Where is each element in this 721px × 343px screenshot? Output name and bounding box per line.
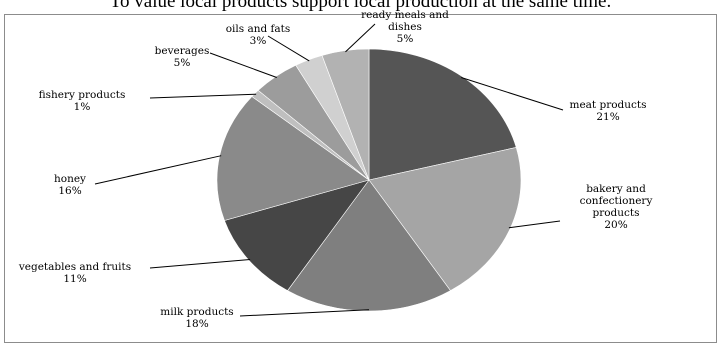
slice-percent-label: 11% — [63, 273, 86, 285]
slice-category-label: dishes — [388, 21, 422, 33]
slice-percent-label: 1% — [74, 101, 91, 113]
pie-slice-milk-products — [287, 179, 451, 312]
leader-line — [508, 220, 561, 229]
slice-category-label: fishery products — [39, 89, 126, 101]
leader-line — [345, 23, 376, 53]
leader-line — [149, 258, 251, 269]
slice-category-label: vegetables and fruits — [18, 261, 131, 273]
slice-percent-label: 5% — [397, 33, 414, 45]
slice-percent-label: 16% — [58, 185, 81, 197]
slice-percent-label: 21% — [596, 111, 619, 123]
slice-category-label: meat products — [569, 99, 646, 111]
slice-category-label: products — [592, 207, 639, 219]
slice-percent-label: 3% — [250, 35, 267, 47]
leader-line — [149, 93, 257, 99]
pie-slice-bakery-and-confectionery-products — [368, 147, 522, 291]
slice-category-label: bakery and — [586, 183, 646, 195]
slice-category-label: confectionery — [580, 195, 653, 207]
leader-line — [94, 155, 222, 185]
figure-caption: To value local products support local pr… — [109, 0, 612, 12]
slice-category-label: honey — [54, 173, 86, 185]
slice-percent-label: 18% — [185, 318, 208, 330]
leader-line — [461, 77, 564, 111]
leader-line — [209, 52, 277, 78]
pie-slice-ready-meals-and-dishes — [321, 48, 370, 181]
pie-slice-meat-products — [368, 48, 517, 181]
slice-category-label: beverages — [155, 45, 210, 57]
slice-category-label: milk products — [160, 306, 233, 318]
slice-category-label: ready meals and — [361, 9, 449, 21]
slice-category-label: oils and fats — [226, 23, 291, 35]
pie-slice-vegetables-and-fruits — [224, 179, 370, 291]
leader-line — [239, 309, 370, 317]
leader-line — [267, 35, 310, 62]
pie-slice-honey — [216, 96, 370, 221]
slice-percent-label: 20% — [604, 219, 627, 231]
slice-percent-label: 5% — [174, 57, 191, 69]
